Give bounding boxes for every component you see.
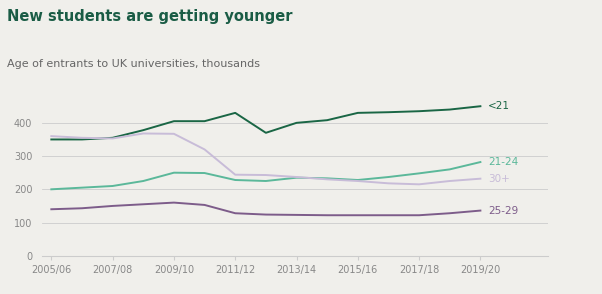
Text: 30+: 30+ [488,174,510,184]
Text: Age of entrants to UK universities, thousands: Age of entrants to UK universities, thou… [7,59,260,69]
Text: 25-29: 25-29 [488,206,518,216]
Text: New students are getting younger: New students are getting younger [7,9,293,24]
Text: <21: <21 [488,101,510,111]
Text: 21-24: 21-24 [488,157,518,167]
